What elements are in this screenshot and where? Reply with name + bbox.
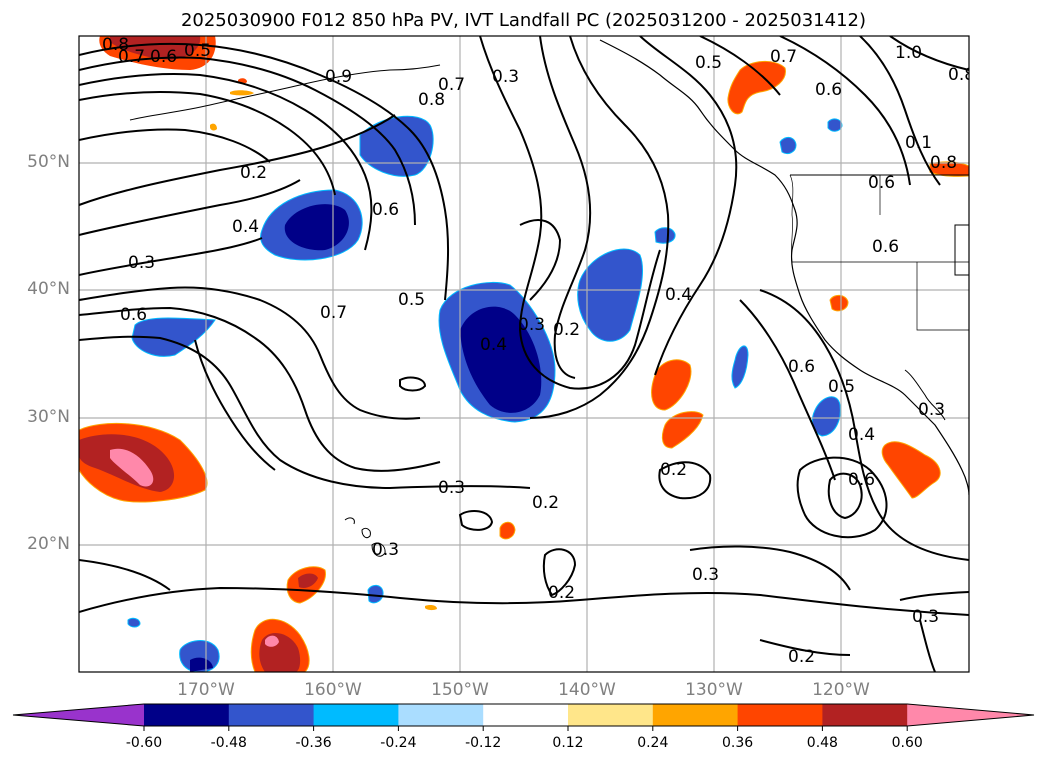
contour-labels: 0.8 0.7 0.6 0.5 0.9 0.8 0.7 0.3 0.5 0.7 … xyxy=(102,35,975,667)
lon-label-130w: 130°W xyxy=(685,680,743,700)
contour-label: 0.3 xyxy=(438,478,465,498)
lon-label-170w: 170°W xyxy=(177,680,235,700)
colorbar-tick-label: -0.24 xyxy=(380,735,417,751)
contour-label: 0.6 xyxy=(120,305,147,325)
contour-label: 0.2 xyxy=(660,460,687,480)
contour-label: 0.3 xyxy=(518,315,545,335)
colorbar-tick-label: 0.36 xyxy=(722,735,754,751)
contour-label: 0.7 xyxy=(320,303,347,323)
contour-label: 0.4 xyxy=(480,335,507,355)
contour-label: 0.7 xyxy=(118,47,145,67)
colorbar-segment xyxy=(398,704,484,726)
contour-label: 0.2 xyxy=(240,163,267,183)
contour-label: 0.2 xyxy=(788,647,815,667)
colorbar-extend-min xyxy=(13,704,144,726)
contour-label: 0.8 xyxy=(948,65,975,85)
colorbar-extend-max xyxy=(907,704,1034,726)
colorbar-segment xyxy=(568,704,654,726)
contour-label: 0.2 xyxy=(548,583,575,603)
contour-label: 0.3 xyxy=(692,565,719,585)
lat-label-30n: 30°N xyxy=(27,407,70,427)
lon-label-140w: 140°W xyxy=(558,680,616,700)
contour-label: 0.8 xyxy=(930,153,957,173)
contour-label: 0.1 xyxy=(905,133,932,153)
colorbar-tick-label: -0.48 xyxy=(210,735,247,751)
colorbar-tick-label: -0.12 xyxy=(465,735,502,751)
contour-label: 0.6 xyxy=(872,237,899,257)
contour-label: 0.5 xyxy=(695,53,722,73)
plot-frame xyxy=(78,35,970,673)
contour-label: 0.6 xyxy=(848,470,875,490)
lat-label-40n: 40°N xyxy=(27,279,70,299)
contour-label: 0.6 xyxy=(815,80,842,100)
contour-label: 0.4 xyxy=(665,285,692,305)
colorbar-tick-label: 0.24 xyxy=(637,735,669,751)
colorbar-segment xyxy=(652,704,739,726)
lon-label-120w: 120°W xyxy=(812,680,870,700)
contour-label: 0.6 xyxy=(788,357,815,377)
contour-label: 0.4 xyxy=(848,425,875,445)
contour-label: 0.7 xyxy=(438,75,465,95)
colorbar-segment xyxy=(737,704,823,726)
colorbar-tick-label: 0.12 xyxy=(552,735,584,751)
contour-label: 0.5 xyxy=(398,290,425,310)
lon-label-150w: 150°W xyxy=(431,680,489,700)
contour-label: 0.6 xyxy=(150,47,177,67)
lat-label-20n: 20°N xyxy=(27,534,70,554)
map-title: 2025030900 F012 850 hPa PV, IVT Landfall… xyxy=(180,10,867,31)
lon-label-160w: 160°W xyxy=(304,680,362,700)
colorbar-tick-label: -0.60 xyxy=(125,735,163,751)
contour-label: 0.7 xyxy=(770,47,797,67)
contour-label: 0.2 xyxy=(553,320,580,340)
contour-label: 0.8 xyxy=(102,35,129,55)
lat-label-50n: 50°N xyxy=(27,152,70,172)
graticule xyxy=(79,36,969,672)
contour-label: 0.8 xyxy=(418,90,445,110)
colorbar-tick-label: 0.60 xyxy=(891,735,923,751)
contour-label: 0.3 xyxy=(918,400,945,420)
plot-area: 0.8 0.7 0.6 0.5 0.9 0.8 0.7 0.3 0.5 0.7 … xyxy=(79,35,975,672)
contour-label: 0.6 xyxy=(372,200,399,220)
contour-label: 0.5 xyxy=(828,377,855,397)
coastlines xyxy=(129,39,969,557)
colorbar-segment xyxy=(144,704,230,726)
contour-label: 0.3 xyxy=(372,540,399,560)
colorbar-segment xyxy=(228,704,315,726)
contour-label: 0.5 xyxy=(184,41,211,61)
colorbar-segment xyxy=(313,704,399,726)
contour-label: 0.3 xyxy=(128,253,155,273)
colorbar-tick-label: 0.48 xyxy=(806,735,838,751)
contour-label: 0.2 xyxy=(532,493,559,513)
colorbar-tick-label: -0.36 xyxy=(295,735,332,751)
contour-label: 0.3 xyxy=(492,67,519,87)
colorbar-segment xyxy=(822,704,908,726)
colorbar-segment xyxy=(483,704,569,726)
contour-label: 0.6 xyxy=(868,173,895,193)
contour-label: 0.9 xyxy=(325,67,352,87)
contour-lines xyxy=(79,36,969,672)
colorbar xyxy=(12,703,1035,731)
contour-label: 0.3 xyxy=(912,607,939,627)
contour-label: 1.0 xyxy=(895,43,922,63)
contour-label: 0.4 xyxy=(232,217,259,237)
